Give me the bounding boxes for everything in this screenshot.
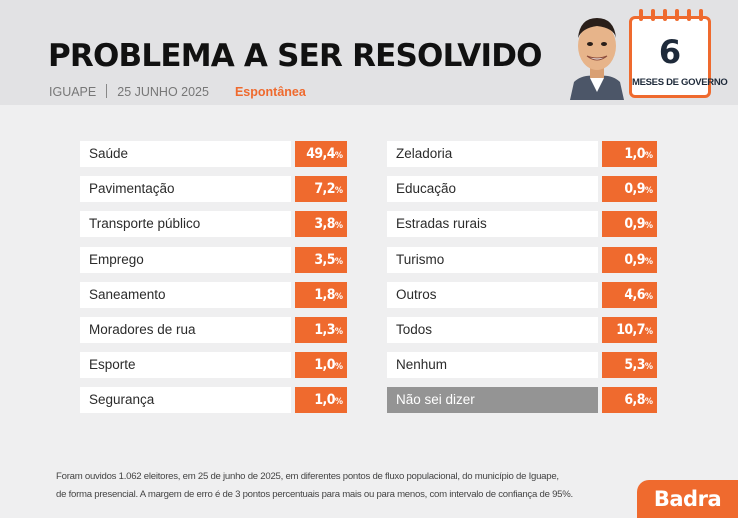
methodology-line-2: de forma presencial. A margem de erro é … [56,489,573,500]
result-label: Educação [387,176,598,202]
result-value-number: 49,4 [306,146,335,162]
result-label: Todos [387,317,598,343]
result-label: Zeladoria [387,141,598,167]
result-label: Saúde [80,141,291,167]
result-value: 5,3% [602,352,657,378]
methodology-note: Foram ouvidos 1.062 eleitores, em 25 de … [56,468,616,504]
result-value: 49,4% [295,141,347,167]
result-value-number: 0,9 [624,181,645,197]
result-value-number: 1,0 [624,146,645,162]
result-value: 1,8% [295,282,347,308]
percent-sign: % [644,186,653,196]
result-value-number: 6,8 [624,392,645,408]
result-value: 1,0% [295,387,347,413]
mayor-portrait [570,18,624,100]
result-value-number: 7,2 [314,181,335,197]
calendar-rings [639,9,703,21]
result-value: 3,5% [295,247,347,273]
percent-sign: % [334,186,343,196]
percent-sign: % [334,257,343,267]
page-title: PROBLEMA A SER RESOLVIDO [48,38,543,74]
percent-sign: % [334,151,343,161]
result-value-number: 1,8 [314,287,335,303]
result-label: Segurança [80,387,291,413]
result-value-number: 4,6 [624,287,645,303]
date-label: 25 JUNHO 2025 [117,85,209,99]
percent-sign: % [334,362,343,372]
calendar-badge: 6 MESES DE GOVERNO [629,9,728,98]
result-value: 7,2% [295,176,347,202]
result-value-number: 0,9 [624,252,645,268]
city-label: IGUAPE [49,85,97,99]
survey-type-label: Espontânea [234,85,306,99]
result-value-number: 1,0 [314,392,335,408]
percent-sign: % [644,221,653,231]
result-value: 0,9% [602,247,657,273]
result-value-number: 1,0 [314,357,335,373]
brand-logo: Badra [637,480,738,518]
result-value: 0,9% [602,211,657,237]
result-label: Nenhum [387,352,598,378]
header-band: PROBLEMA A SER RESOLVIDO IGUAPE 25 JUNHO … [0,0,738,105]
result-label: Emprego [80,247,291,273]
result-value-number: 5,3 [624,357,645,373]
percent-sign: % [334,292,343,302]
percent-sign: % [644,327,653,337]
result-label: Outros [387,282,598,308]
percent-sign: % [644,362,653,372]
result-label: Estradas rurais [387,211,598,237]
result-value: 1,3% [295,317,347,343]
percent-sign: % [644,292,653,302]
result-label: Não sei dizer [387,387,598,413]
result-value-number: 3,8 [314,216,335,232]
result-value-number: 10,7 [616,322,645,338]
result-value: 0,9% [602,176,657,202]
result-label: Moradores de rua [80,317,291,343]
calendar-label: MESES DE GOVERNO [632,77,728,88]
percent-sign: % [644,257,653,267]
percent-sign: % [334,397,343,407]
result-value: 3,8% [295,211,347,237]
result-label: Transporte público [80,211,291,237]
result-label: Saneamento [80,282,291,308]
result-value: 6,8% [602,387,657,413]
result-value: 1,0% [295,352,347,378]
survey-meta: IGUAPE 25 JUNHO 2025 Espontânea [49,84,306,99]
result-value: 4,6% [602,282,657,308]
result-value-number: 0,9 [624,216,645,232]
result-value-number: 1,3 [314,322,335,338]
result-label: Pavimentação [80,176,291,202]
percent-sign: % [334,221,343,231]
meta-divider [106,84,108,98]
percent-sign: % [644,397,653,407]
result-label: Esporte [80,352,291,378]
calendar-number: 6 [658,33,682,71]
result-value: 10,7% [602,317,657,343]
result-label: Turismo [387,247,598,273]
result-value: 1,0% [602,141,657,167]
percent-sign: % [644,151,653,161]
percent-sign: % [334,327,343,337]
methodology-line-1: Foram ouvidos 1.062 eleitores, em 25 de … [56,471,559,482]
result-value-number: 3,5 [314,252,335,268]
